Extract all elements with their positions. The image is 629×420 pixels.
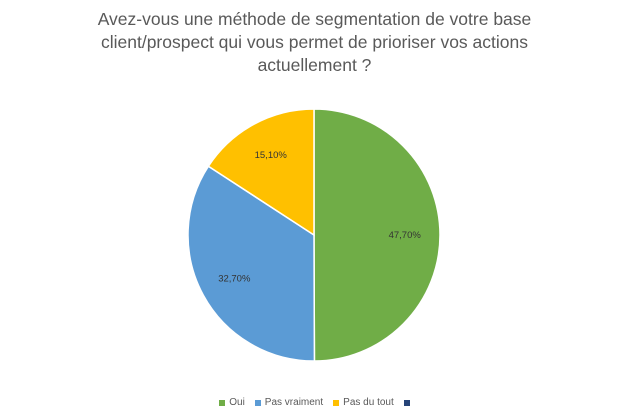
legend-item-oui: Oui [219, 397, 245, 408]
legend-label-pas-du-tout: Pas du tout [343, 397, 394, 408]
legend-swatch-pas-vraiment [254, 399, 261, 406]
data-label-pas-vraiment: 32,70% [218, 273, 251, 284]
legend-swatch-pas-du-tout [333, 399, 340, 406]
pie-slice-oui [313, 108, 441, 362]
legend-item-pas-vraiment: Pas vraiment [254, 397, 324, 408]
legend-label-pas-vraiment: Pas vraiment [264, 397, 324, 408]
data-label-pas-du-tout: 15,10% [255, 150, 288, 161]
chart-title-line-2: client/prospect qui vous permet de prior… [100, 32, 528, 52]
chart-title-line-1: Avez-vous une méthode de segmentation de… [97, 9, 532, 29]
legend-item-pas-du-tout: Pas du tout [333, 397, 394, 408]
legend: Oui Pas vraiment Pas du tout [0, 397, 629, 408]
legend-label-oui: Oui [229, 397, 245, 408]
data-label-oui: 47,70% [389, 230, 422, 241]
pie-slice-pas-du-tout [207, 108, 315, 237]
legend-swatch-oui [219, 399, 226, 406]
legend-item-unlabeled [403, 399, 410, 406]
legend-swatch-unlabeled [403, 399, 410, 406]
chart-title: Avez-vous une méthode de segmentation de… [0, 8, 629, 77]
chart-title-line-3: actuellement ? [257, 55, 372, 75]
